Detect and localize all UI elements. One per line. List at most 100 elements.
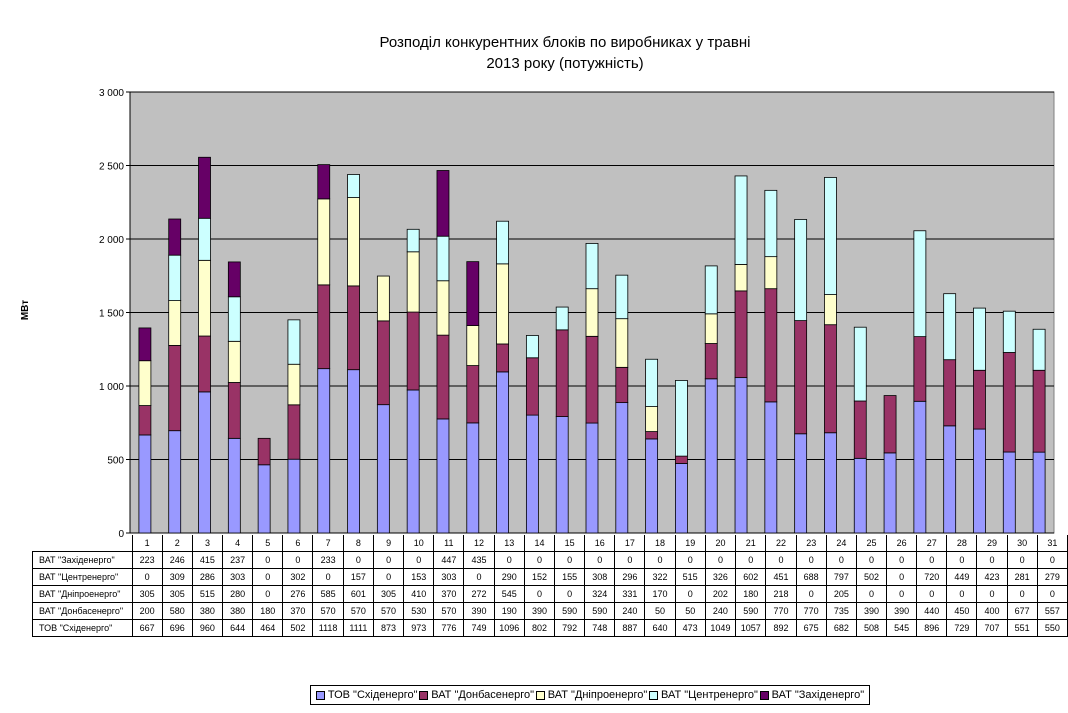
- bar-segment: [436, 334, 450, 420]
- table-cell: 331: [614, 585, 646, 603]
- bar-segment: [675, 455, 688, 464]
- bar-segment: [436, 235, 450, 282]
- table-cell: 170: [644, 585, 676, 603]
- bar-segment: [555, 306, 569, 331]
- x-tick-label: 12: [463, 535, 495, 552]
- table-cell: 1057: [735, 619, 767, 637]
- table-row-label: ТОВ "Сxiденерго": [32, 619, 133, 637]
- y-tick-label: 2 500: [99, 162, 124, 173]
- legend-swatch: [535, 690, 545, 700]
- table-cell: 748: [584, 619, 616, 637]
- table-cell: 279: [1036, 568, 1068, 586]
- x-tick-label: 6: [282, 535, 314, 552]
- bar-segment: [704, 313, 718, 344]
- bar-segment: [794, 219, 808, 321]
- table-cell: 223: [131, 551, 163, 569]
- table-cell: 557: [1036, 602, 1068, 620]
- bar-segment: [227, 382, 241, 439]
- bar-segment: [704, 378, 718, 534]
- bar-segment: [466, 422, 480, 534]
- bar-segment: [764, 256, 778, 290]
- bar-segment: [198, 259, 211, 337]
- table-cell: 246: [161, 551, 193, 569]
- table-cell: 570: [312, 602, 344, 620]
- bar-segment: [704, 343, 718, 380]
- bar-segment: [406, 311, 420, 391]
- table-cell: 770: [765, 602, 797, 620]
- table-cell: 677: [1006, 602, 1038, 620]
- bar-segment: [794, 320, 808, 435]
- table-cell: 0: [795, 585, 827, 603]
- table-cell: 570: [433, 602, 465, 620]
- bar-segment: [973, 369, 986, 430]
- bar-segment: [585, 335, 599, 424]
- table-cell: 233: [312, 551, 344, 569]
- x-tick-label: 19: [674, 535, 706, 552]
- legend-swatch: [649, 690, 659, 700]
- table-cell: 0: [252, 585, 284, 603]
- bar-segment: [555, 416, 569, 534]
- table-cell: 50: [674, 602, 706, 620]
- bar-segment: [436, 418, 450, 534]
- table-cell: 0: [825, 551, 857, 569]
- bar-segment: [227, 261, 241, 298]
- table-cell: 286: [191, 568, 224, 586]
- table-cell: 380: [191, 602, 224, 620]
- table-cell: 449: [946, 568, 978, 586]
- chart-title: Розподіл конкурентних блоків по виробник…: [300, 32, 830, 74]
- legend-swatch: [315, 690, 325, 700]
- bar-segment: [347, 174, 360, 198]
- table-cell: 0: [704, 551, 737, 569]
- table-cell: 0: [282, 551, 314, 569]
- table-row-label: ВАТ "Донбасенерго": [32, 602, 133, 620]
- table-cell: 0: [554, 551, 586, 569]
- table-cell: 180: [252, 602, 284, 620]
- table-cell: 0: [674, 585, 706, 603]
- bar-segment: [853, 457, 867, 534]
- table-cell: 202: [704, 585, 737, 603]
- bar-segment: [406, 251, 420, 313]
- bar-segment: [257, 464, 271, 534]
- table-cell: 729: [946, 619, 978, 637]
- bar-segment: [525, 357, 539, 416]
- table-cell: 0: [1036, 551, 1068, 569]
- bar-segment: [287, 404, 301, 460]
- bar-segment: [764, 288, 778, 403]
- table-cell: 415: [191, 551, 224, 569]
- bar-segment: [138, 327, 152, 362]
- x-tick-label: 28: [946, 535, 978, 552]
- bar-segment: [168, 254, 182, 301]
- table-cell: 0: [1036, 585, 1068, 603]
- table-cell: 435: [463, 551, 495, 569]
- table-cell: 640: [644, 619, 676, 637]
- table-cell: 0: [372, 551, 405, 569]
- table-cell: 152: [523, 568, 556, 586]
- table-cell: 305: [372, 585, 405, 603]
- x-tick-label: 27: [916, 535, 948, 552]
- table-cell: 0: [735, 551, 767, 569]
- bar-segment: [227, 437, 241, 534]
- table-cell: 570: [342, 602, 375, 620]
- table-cell: 585: [312, 585, 344, 603]
- bar-segment: [824, 432, 837, 534]
- table-row: ВАТ "Центренерго" 0 309 286 303 0 302 0 157 0 153 3…: [32, 568, 1068, 586]
- bar-segment: [525, 335, 539, 359]
- bar-segment: [436, 280, 450, 336]
- legend-label: ВАТ "Центренерго": [661, 689, 758, 701]
- table-cell: 440: [916, 602, 948, 620]
- x-tick-label: 30: [1006, 535, 1038, 552]
- table-cell: 276: [282, 585, 314, 603]
- table-cell: 887: [614, 619, 646, 637]
- bar-segment: [466, 325, 480, 366]
- bar-segment: [436, 170, 450, 237]
- table-cell: 410: [403, 585, 435, 603]
- bar-segment: [1002, 451, 1016, 534]
- table-cell: 303: [433, 568, 465, 586]
- table-cell: 308: [584, 568, 616, 586]
- table-cell: 720: [916, 568, 948, 586]
- legend-item: ВАТ "Центренерго": [649, 689, 758, 701]
- table-cell: 802: [523, 619, 556, 637]
- x-tick-label: 29: [976, 535, 1008, 552]
- bar-segment: [973, 428, 986, 534]
- table-cell: 302: [282, 568, 314, 586]
